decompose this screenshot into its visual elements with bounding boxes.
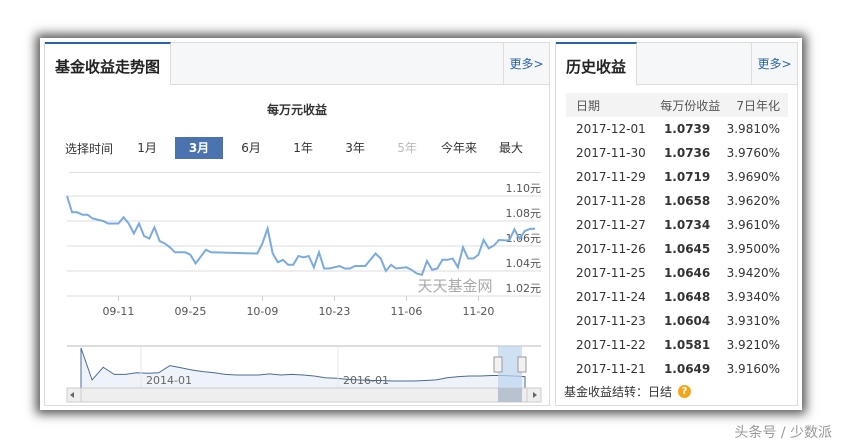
history-panel: 历史收益 更多> 日期 每万份收益 7日年化 2017-12-01 1.0739 3… <box>555 42 798 406</box>
range-label: 选择时间 <box>65 141 114 156</box>
navigator-series <box>80 347 526 389</box>
range-selector: 选择时间 1月 3月 6月 1年 3年 5年 今年来 最大 <box>65 137 539 159</box>
navigator-handle[interactable] <box>493 356 503 373</box>
chart-watermark: 天天基金网 <box>417 277 492 295</box>
date-cell: 2017-12-01 <box>576 122 646 136</box>
date-cell: 2017-11-21 <box>576 362 646 376</box>
income-cell: 1.0649 <box>663 362 711 376</box>
range-option[interactable]: 今年来 <box>441 141 478 155</box>
income-cell: 1.0739 <box>663 122 711 136</box>
date-cell: 2017-11-26 <box>576 242 646 256</box>
yield-cell: 3.9420% <box>726 266 780 280</box>
table-header: 日期 每万份收益 7日年化 <box>566 93 788 117</box>
yield-cell: 3.9340% <box>726 290 780 304</box>
settlement-value: 日结 <box>648 385 673 399</box>
settlement-note: 基金收益结转： 日结 ? <box>564 383 692 400</box>
yield-cell: 3.9160% <box>726 362 780 376</box>
income-cell: 1.0648 <box>663 290 711 304</box>
yield-cell: 3.9620% <box>726 194 780 208</box>
screenshot-frame: 基金收益走势图 更多> 每万元收益 选择时间 1月 3月 6月 1年 3年 5年 今年来 最大… <box>40 38 802 410</box>
series-line <box>66 195 536 276</box>
y-tick-label: 1.02元 <box>506 282 542 295</box>
table-row: 2017-11-26 1.0645 3.9500% <box>566 237 788 261</box>
income-cell: 1.0645 <box>663 242 711 256</box>
x-tick-label: 09-25 <box>174 305 206 318</box>
navigator-handle[interactable] <box>517 356 527 373</box>
range-option[interactable]: 6月 <box>241 141 261 155</box>
more-link[interactable]: 更多> <box>503 43 549 84</box>
table-row: 2017-11-30 1.0736 3.9760% <box>566 141 788 165</box>
x-tick-label: 10-23 <box>318 305 350 318</box>
x-tick-label: 11-20 <box>462 305 494 318</box>
history-table: 日期 每万份收益 7日年化 2017-12-01 1.0739 3.9810% 201… <box>566 93 788 381</box>
range-option[interactable]: 1年 <box>293 141 313 155</box>
date-cell: 2017-11-28 <box>576 194 646 208</box>
y-tick-label: 1.08元 <box>506 207 542 220</box>
table-row: 2017-11-27 1.0734 3.9610% <box>566 213 788 237</box>
scrollbar-thumb[interactable] <box>498 388 522 402</box>
date-cell: 2017-11-23 <box>576 314 646 328</box>
income-cell: 1.0736 <box>663 146 711 160</box>
date-cell: 2017-11-25 <box>576 266 646 280</box>
yield-cell: 3.9760% <box>726 146 780 160</box>
yield-cell: 3.9210% <box>726 338 780 352</box>
yield-cell: 3.9500% <box>726 242 780 256</box>
watermark: 头条号 / 少数派 <box>734 425 832 441</box>
income-cell: 1.0581 <box>663 338 711 352</box>
col-7day: 7日年化 <box>720 93 788 117</box>
yield-cell: 3.9310% <box>726 314 780 328</box>
tab-bar: 基金收益走势图 更多> <box>45 42 549 85</box>
table-row: 2017-12-01 1.0739 3.9810% <box>566 117 788 141</box>
scrollbar-track[interactable] <box>66 387 542 403</box>
date-cell: 2017-11-24 <box>576 290 646 304</box>
tab-bar: 历史收益 更多> <box>556 42 797 85</box>
chart-title: 每万元收益 <box>266 103 327 117</box>
table-row: 2017-11-29 1.0719 3.9690% <box>566 165 788 189</box>
table-row: 2017-11-23 1.0604 3.9310% <box>566 309 788 333</box>
table-row: 2017-11-22 1.0581 3.9210% <box>566 333 788 357</box>
more-link[interactable]: 更多> <box>751 43 797 84</box>
income-cell: 1.0604 <box>663 314 711 328</box>
settlement-label: 基金收益结转： <box>564 385 649 399</box>
date-cell: 2017-11-30 <box>576 146 646 160</box>
range-option[interactable]: 5年 <box>397 141 417 155</box>
help-icon[interactable]: ? <box>678 385 692 398</box>
divider <box>69 172 541 173</box>
col-income: 每万份收益 <box>654 93 721 117</box>
x-tick-label: 09-11 <box>102 305 134 318</box>
y-tick-label: 1.10元 <box>506 182 542 195</box>
date-cell: 2017-11-22 <box>576 338 646 352</box>
range-option[interactable]: 1月 <box>137 141 157 155</box>
table-row: 2017-11-24 1.0648 3.9340% <box>566 285 788 309</box>
range-option[interactable]: 3月 <box>175 137 224 159</box>
income-cell: 1.0719 <box>663 170 711 184</box>
yield-cell: 3.9610% <box>726 218 780 232</box>
col-date: 日期 <box>566 93 654 117</box>
tab-history[interactable]: 历史收益 <box>556 42 638 85</box>
trend-chart: 1.10元 1.08元 1.06元 1.04元 1.02元 天天基金网 09-11 09-25… <box>66 182 542 403</box>
income-cell: 1.0734 <box>663 218 711 232</box>
tab-fund-trend[interactable]: 基金收益走势图 <box>45 42 172 85</box>
table-row: 2017-11-25 1.0646 3.9420% <box>566 261 788 285</box>
range-option[interactable]: 最大 <box>499 141 524 155</box>
navigator-label: 2016-01 <box>343 374 389 387</box>
range-option[interactable]: 3年 <box>345 141 365 155</box>
yield-cell: 3.9690% <box>726 170 780 184</box>
arrow-right-icon <box>533 392 537 398</box>
yield-cell: 3.9810% <box>726 122 780 136</box>
y-tick-label: 1.04元 <box>506 257 542 270</box>
x-tick-label: 10-09 <box>246 305 278 318</box>
table-row: 2017-11-21 1.0649 3.9160% <box>566 357 788 381</box>
x-tick-label: 11-06 <box>390 305 422 318</box>
date-cell: 2017-11-29 <box>576 170 646 184</box>
income-cell: 1.0646 <box>663 266 711 280</box>
y-tick-label: 1.06元 <box>506 232 542 245</box>
table-row: 2017-11-28 1.0658 3.9620% <box>566 189 788 213</box>
date-cell: 2017-11-27 <box>576 218 646 232</box>
arrow-left-icon <box>70 392 74 398</box>
navigator-label: 2014-01 <box>146 374 192 387</box>
fund-trend-panel: 基金收益走势图 更多> 每万元收益 选择时间 1月 3月 6月 1年 3年 5年 今年来 最大… <box>44 42 550 406</box>
income-cell: 1.0658 <box>663 194 711 208</box>
